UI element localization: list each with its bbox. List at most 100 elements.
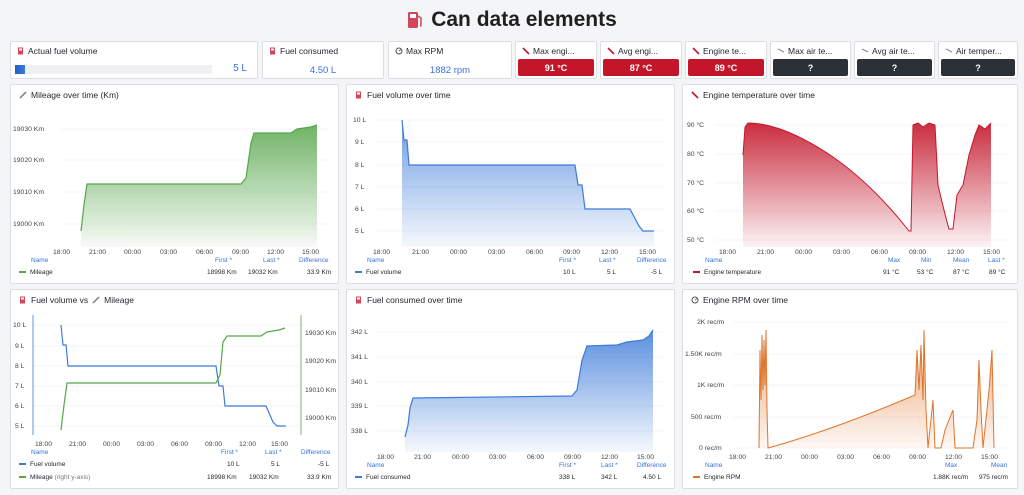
panel-engine-rpm[interactable]: Engine RPM over time 2K rec/m 1.50K rec/… (682, 289, 1018, 489)
legend-header-difference[interactable]: Difference (299, 257, 329, 264)
panel-engine-temperature[interactable]: Engine temperature over time 90 °C 80 °C… (682, 84, 1018, 284)
legend-header-last[interactable]: Last * (599, 257, 616, 264)
legend-header-name[interactable]: Name (705, 462, 723, 469)
fuel-level-bar (15, 65, 212, 74)
legend-header-first[interactable]: First * (215, 257, 232, 264)
stat-value: 5 L (233, 63, 247, 74)
legend-header-last[interactable]: Last * (265, 449, 282, 456)
stat-label: Air temper... (956, 46, 1002, 56)
stat-label: Avg air te... (872, 46, 915, 56)
stat-label: Max RPM (406, 46, 444, 56)
y-tick: 0 rec/m (699, 445, 722, 452)
legend-item[interactable]: Fuel volume (355, 269, 401, 276)
x-tick: 03:00 (837, 454, 854, 461)
y-tick: 70 °C (687, 179, 704, 187)
legend-header-difference[interactable]: Difference (301, 449, 331, 456)
panel-fuel-consumed[interactable]: Fuel consumed over time 342 L 341 L 340 … (346, 289, 675, 489)
legend-header-mean[interactable]: Mean (953, 257, 970, 264)
y-tick: 19000 Km (13, 221, 44, 228)
legend-last: 19032 Km (249, 474, 279, 481)
stat-engine-temp[interactable]: Engine te... 89 °C (685, 41, 767, 79)
x-tick: 15:00 (637, 454, 654, 461)
stat-fuel-consumed[interactable]: Fuel consumed 4.50 L (262, 41, 384, 79)
legend-header-first[interactable]: First * (559, 462, 576, 469)
legend-max: 91 °C (883, 269, 900, 276)
gauge-icon (691, 296, 699, 304)
legend-header-name[interactable]: Name (705, 257, 723, 264)
panel-mileage[interactable]: Mileage over time (Km) 19030 Km 19020 Km… (10, 84, 339, 284)
legend-header-name[interactable]: Name (367, 462, 385, 469)
legend-header-max[interactable]: Max (888, 257, 901, 264)
fuel-pump-icon (270, 47, 275, 55)
thermometer-icon (522, 47, 530, 55)
x-tick: 21:00 (89, 249, 106, 256)
panel-fuel-volume[interactable]: Fuel volume over time 10 L 9 L 8 L 7 L 6… (346, 84, 675, 284)
y-tick: 341 L (351, 354, 368, 361)
stat-air-temp[interactable]: Air temper... ? (938, 41, 1018, 79)
x-tick: 06:00 (871, 249, 888, 256)
stat-actual-fuel-volume[interactable]: Actual fuel volume 5 L (10, 41, 258, 79)
x-tick: 06:00 (873, 454, 890, 461)
legend-header-max[interactable]: Max (945, 462, 958, 469)
legend-item[interactable]: Fuel volume (19, 461, 65, 468)
thermometer-icon (861, 48, 869, 53)
y-tick: 342 L (351, 329, 368, 336)
legend-header-last[interactable]: Last * (263, 257, 280, 264)
panel-fuel-vs-mileage[interactable]: Fuel volume vs Mileage 10 L 9 L 8 L 7 L … (10, 289, 339, 489)
legend-item[interactable]: Engine RPM (693, 474, 741, 481)
y-tick: 6 L (15, 403, 25, 410)
legend-diff: -5 L (651, 269, 663, 276)
legend-diff: 4.50 L (643, 474, 662, 481)
stat-max-engine-temp[interactable]: Max engi... 91 °C (515, 41, 597, 79)
stat-max-rpm[interactable]: Max RPM 1882 rpm (388, 41, 512, 79)
legend-header-name[interactable]: Name (367, 257, 385, 264)
x-tick: 00:00 (452, 454, 469, 461)
legend-header-last[interactable]: Last * (601, 462, 618, 469)
stat-label: Max engi... (533, 46, 575, 56)
x-tick: 15:00 (983, 249, 1000, 256)
legend-item[interactable]: Engine temperature (693, 269, 761, 276)
stat-value-badge: ? (773, 59, 848, 76)
panel-title: Engine RPM over time (703, 295, 789, 305)
stat-avg-engine-temp[interactable]: Avg engi... 87 °C (600, 41, 682, 79)
stat-max-air-temp[interactable]: Max air te... ? (770, 41, 851, 79)
x-tick: 15:00 (271, 441, 288, 448)
legend-item[interactable]: Mileage (right y-axis) (19, 474, 90, 481)
legend-header-difference[interactable]: Difference (637, 257, 667, 264)
legend-first: 338 L (559, 474, 576, 481)
fuel-volume-chart: 10 L 9 L 8 L 7 L 6 L 5 L 18:00 21:00 00:… (353, 117, 665, 256)
x-tick: 18:00 (53, 249, 70, 256)
legend-header-first[interactable]: First * (559, 257, 576, 264)
x-ticks: 18:00 21:00 00:00 03:00 06:00 09:00 12:0… (377, 454, 654, 461)
x-tick: 15:00 (302, 249, 319, 256)
x-tick: 12:00 (601, 249, 618, 256)
y-tick: 8 L (355, 162, 365, 169)
y-tick: 19030 Km (13, 126, 44, 133)
stat-label: Engine te... (703, 46, 747, 56)
x-tick: 09:00 (909, 454, 926, 461)
legend-item[interactable]: Fuel consumed (355, 474, 410, 481)
x-tick: 00:00 (801, 454, 818, 461)
stat-avg-air-temp[interactable]: Avg air te... ? (854, 41, 935, 79)
engine-rpm-chart: 2K rec/m 1.50K rec/m 1K rec/m 500 rec/m … (685, 319, 1009, 461)
x-tick: 03:00 (833, 249, 850, 256)
legend-header-first[interactable]: First * (221, 449, 238, 456)
thermometer-icon (945, 48, 953, 53)
legend-header-min[interactable]: Min (921, 257, 932, 264)
x-tick: 00:00 (795, 249, 812, 256)
legend-item[interactable]: Mileage (19, 269, 53, 276)
legend-header-difference[interactable]: Difference (637, 462, 667, 469)
x-tick: 09:00 (232, 249, 249, 256)
x-tick: 21:00 (412, 249, 429, 256)
x-tick: 18:00 (377, 454, 394, 461)
legend-header-last[interactable]: Last * (988, 257, 1005, 264)
legend-header-name[interactable]: Name (31, 449, 49, 456)
x-ticks: 18:00 21:00 00:00 03:00 06:00 09:00 12:0… (53, 249, 319, 256)
legend-max: 1.88K rec/m (933, 474, 969, 481)
x-tick: 21:00 (765, 454, 782, 461)
legend-header-mean[interactable]: Mean (991, 462, 1008, 469)
x-tick: 12:00 (601, 454, 618, 461)
x-tick: 21:00 (757, 249, 774, 256)
legend-header-name[interactable]: Name (31, 257, 49, 264)
x-tick: 18:00 (373, 249, 390, 256)
